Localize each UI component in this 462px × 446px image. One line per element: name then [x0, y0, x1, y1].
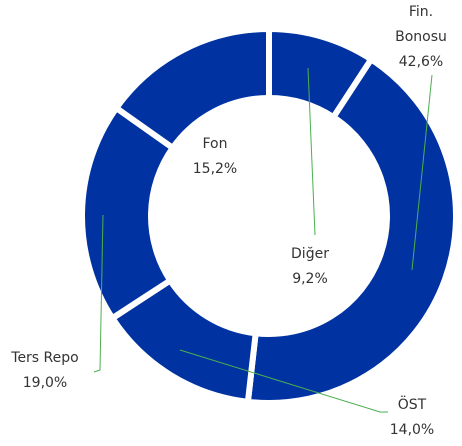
- slice-label: Diğer 9,2%: [270, 242, 350, 292]
- leader-line: [307, 67, 316, 236]
- category-label: ÖST: [397, 397, 427, 413]
- category-label: Diğer: [291, 246, 329, 262]
- leader-line: [93, 214, 104, 373]
- category-label: Ters Repo: [11, 350, 79, 366]
- slice-label: Fin. Bonosu 42,6%: [386, 0, 456, 75]
- value-label: 42,6%: [398, 54, 444, 70]
- value-label: 9,2%: [292, 271, 328, 287]
- category-label: Fin. Bonosu: [395, 4, 447, 45]
- category-label: Fon: [202, 136, 228, 152]
- donut-slice: [244, 55, 459, 406]
- leader-line: [411, 74, 433, 271]
- donut-slice: [112, 25, 272, 153]
- slice-label: Ters Repo 19,0%: [0, 346, 90, 396]
- value-label: 14,0%: [389, 422, 435, 438]
- value-label: 19,0%: [22, 375, 68, 391]
- leader-line: [179, 349, 388, 413]
- slice-label: Fon 15,2%: [175, 132, 255, 182]
- slice-label: ÖST 14,0%: [372, 393, 452, 443]
- value-label: 15,2%: [192, 161, 238, 177]
